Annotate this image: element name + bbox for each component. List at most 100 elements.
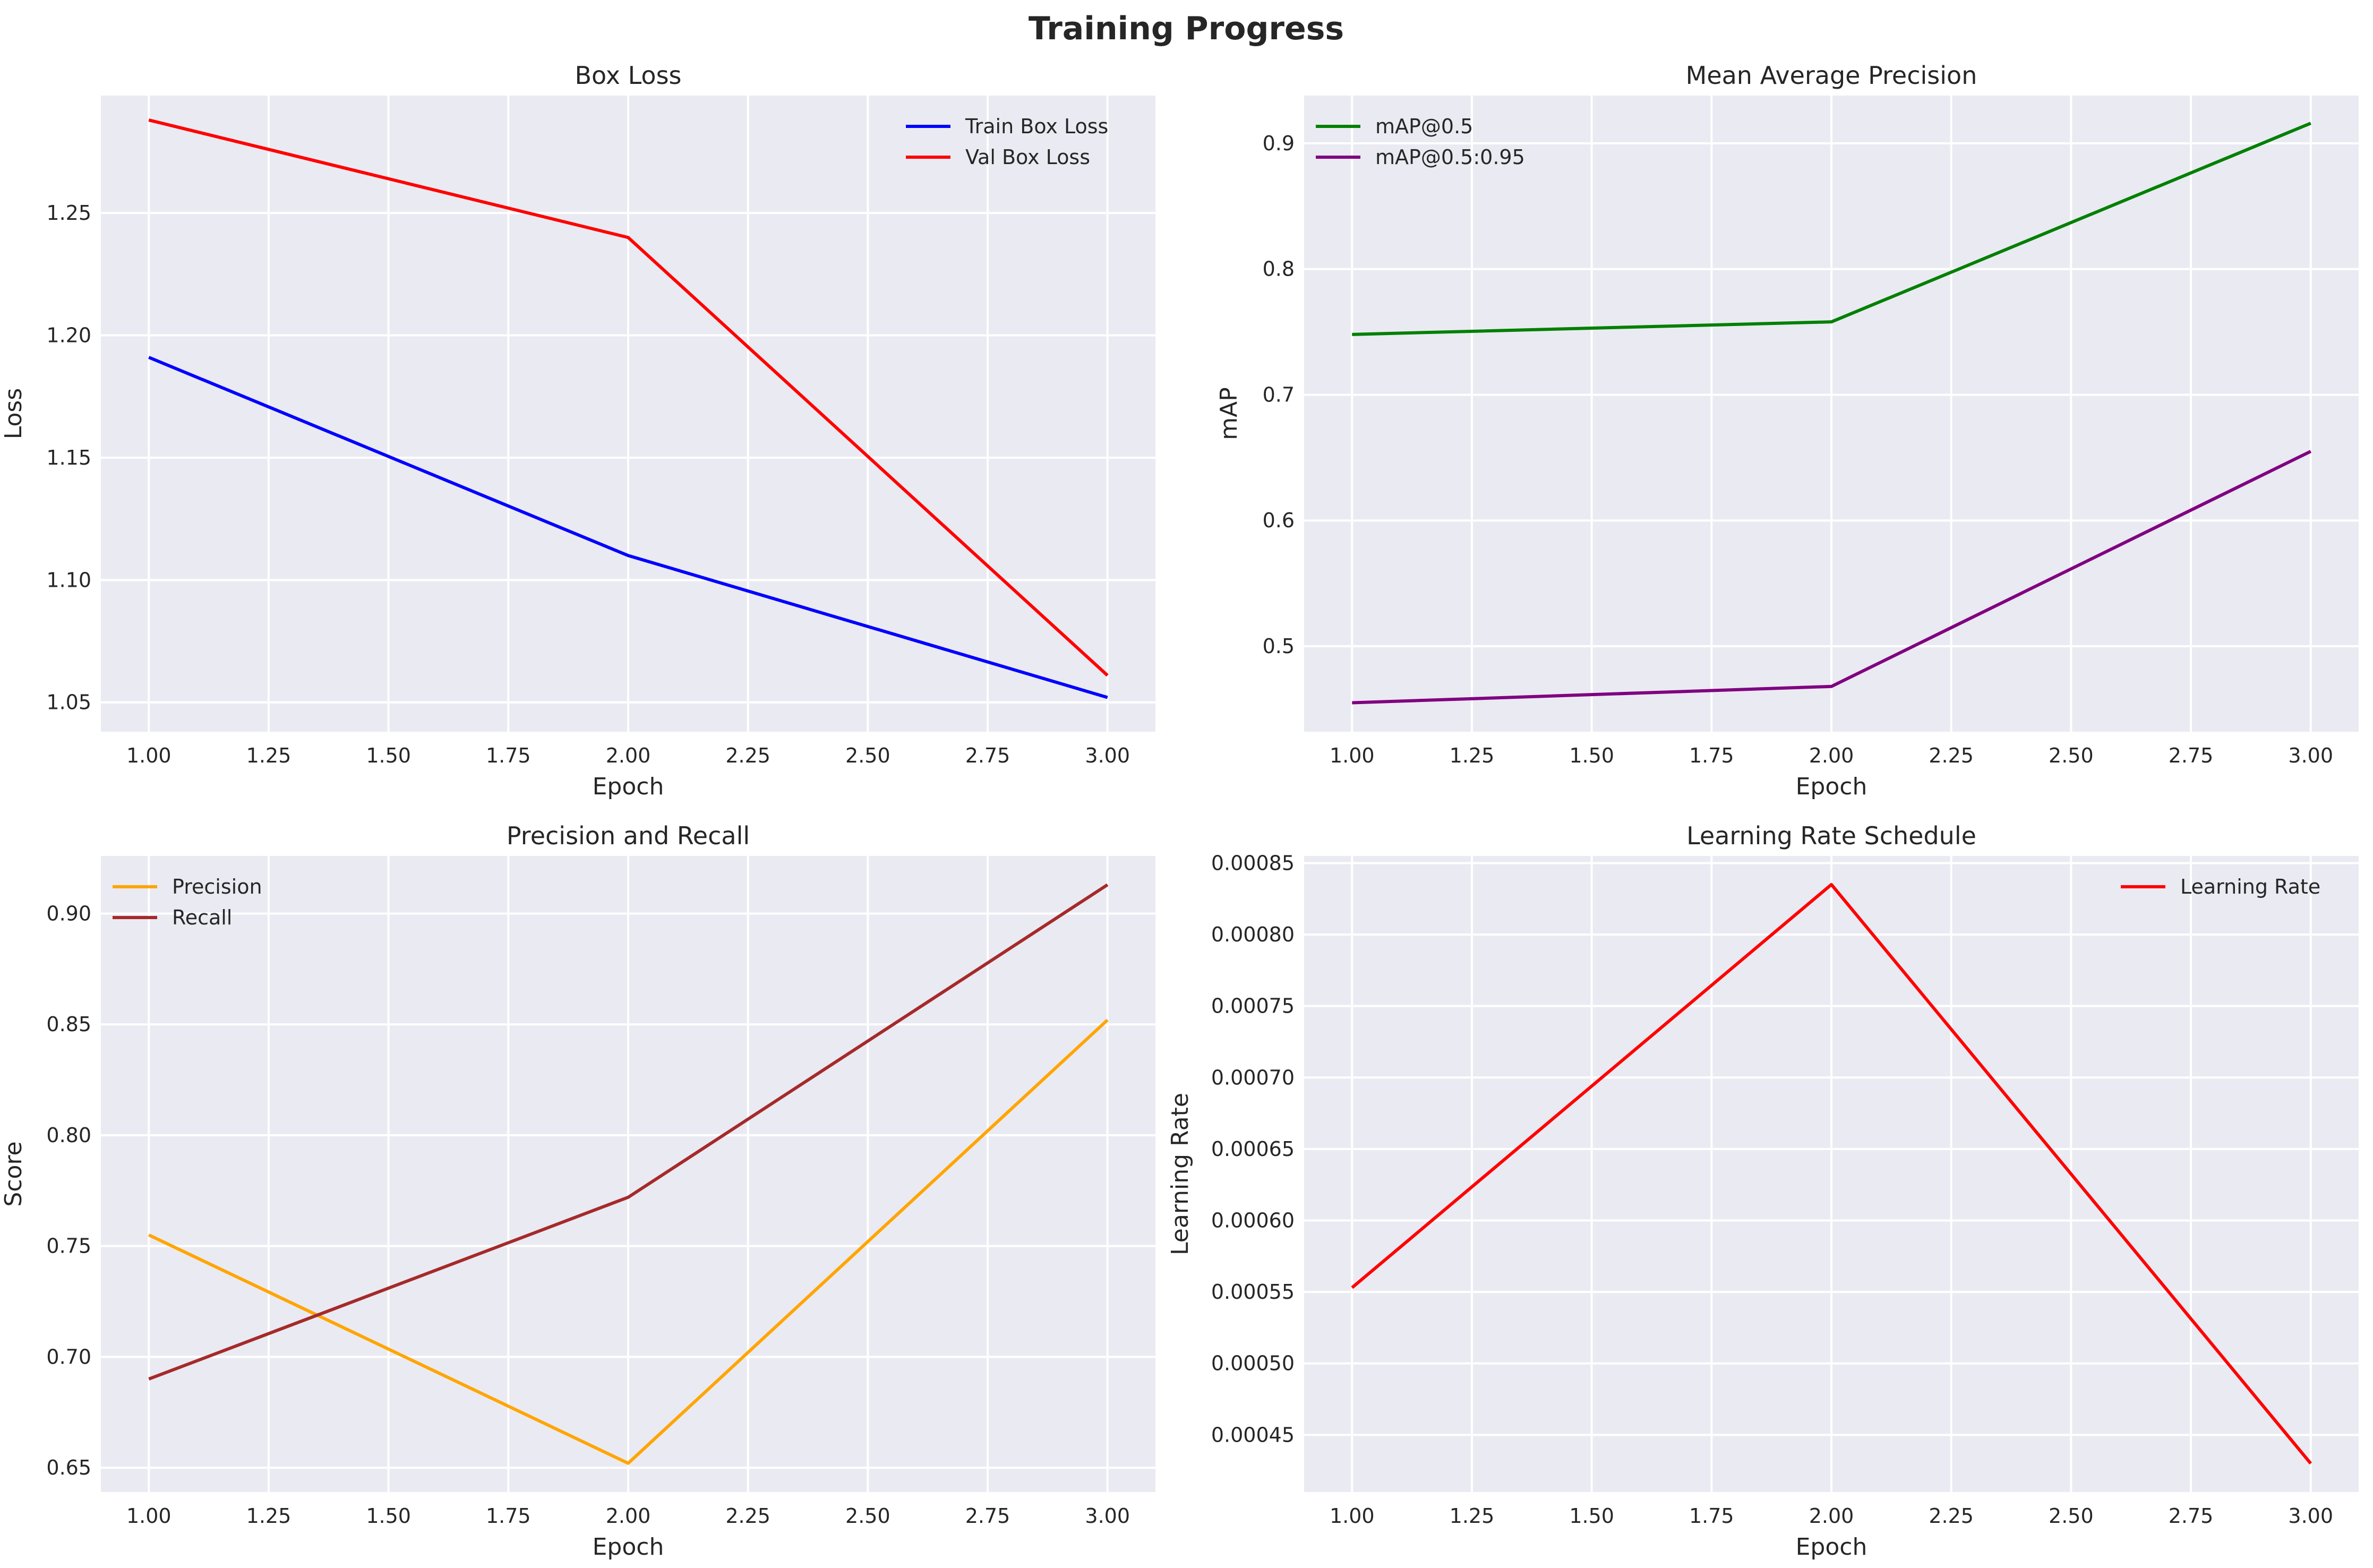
box-loss-legend-label-train-box-loss: Train Box Loss: [965, 115, 1108, 138]
learning-rate-title: Learning Rate Schedule: [1686, 821, 1976, 850]
precision-recall-series-recall-point: [147, 1377, 150, 1381]
map-legend: mAP@0.5 mAP@0.5:0.95: [1316, 115, 1525, 169]
precision-recall-series-precision-line: [148, 1018, 1109, 1465]
map-y-tick-label: 0.8: [1263, 258, 1295, 281]
precision-recall-y-tick-label: 0.65: [46, 1456, 91, 1479]
map-x-tick-label: 2.75: [2169, 744, 2214, 767]
box-loss-x-tick-label: 2.50: [845, 744, 890, 767]
precision-recall-legend: Precision Recall: [113, 875, 262, 929]
box-loss-x-tick-label: 2.00: [606, 744, 651, 767]
precision-recall-x-tick-label: 1.50: [366, 1504, 411, 1528]
learning-rate-y-axis-label: Learning Rate: [1167, 1093, 1194, 1255]
learning-rate-x-tick-label: 1.25: [1450, 1504, 1495, 1528]
precision-recall-x-tick-label: 1.75: [486, 1504, 531, 1528]
box-loss-legend: Train Box Loss Val Box Loss: [906, 115, 1108, 169]
subplots-container: 1.00 1.25 1.50 1.75 2.00 2.25 2.50 2.75 3.00 1.05…: [0, 61, 2359, 1561]
learning-rate-y-tick-label: 0.00085: [1211, 851, 1295, 875]
learning-rate-x-tick-label: 2.75: [2169, 1504, 2214, 1528]
learning-rate-y-tick-label: 0.00075: [1211, 995, 1295, 1018]
box-loss-y-tick-label: 1.10: [46, 568, 91, 592]
map-subplot: 1.00 1.25 1.50 1.75 2.00 2.25 2.50 2.75 3.00 0.5 0…: [1215, 61, 2359, 800]
box-loss-subplot: 1.00 1.25 1.50 1.75 2.00 2.25 2.50 2.75 3.00 1.05…: [0, 61, 1155, 800]
learning-rate-y-tick-label: 0.00055: [1211, 1280, 1295, 1304]
box-loss-x-tick-label: 3.00: [1085, 744, 1130, 767]
map-title: Mean Average Precision: [1686, 61, 1977, 90]
map-series-map-0-5-line: [1352, 122, 2311, 336]
box-loss-x-tick-label: 1.50: [366, 744, 411, 767]
learning-rate-series-learning-rate-point: [1830, 883, 1833, 886]
box-loss-y-tick-label: 1.15: [46, 446, 91, 469]
map-x-tick-label: 2.50: [2049, 744, 2094, 767]
box-loss-x-tick-label: 1.25: [246, 744, 292, 767]
learning-rate-x-tick-label: 2.25: [1929, 1504, 1974, 1528]
learning-rate-y-tick-label: 0.00045: [1211, 1423, 1295, 1446]
map-series-map-0-5-point: [1350, 333, 1353, 336]
precision-recall-series-precision-point: [627, 1462, 630, 1465]
learning-rate-series-learning-rate-line: [1351, 882, 2312, 1465]
map-legend-label-map-0-5: mAP@0.5: [1375, 115, 1473, 138]
figure-suptitle: Training Progress: [1029, 10, 1344, 47]
precision-recall-series-precision-point: [1106, 1018, 1109, 1022]
map-y-axis-label: mAP: [1215, 387, 1243, 440]
precision-recall-series-precision-point: [147, 1233, 150, 1237]
map-y-tick-label: 0.9: [1263, 132, 1295, 155]
box-loss-series-val-box-loss-point: [147, 118, 150, 122]
precision-recall-y-tick-label: 0.70: [46, 1345, 91, 1368]
box-loss-series-train-box-loss-point: [1106, 696, 1109, 699]
box-loss-legend-label-val-box-loss: Val Box Loss: [965, 145, 1090, 169]
box-loss-series-train-box-loss-point: [627, 554, 630, 557]
box-loss-x-axis-label: Epoch: [593, 773, 664, 800]
precision-recall-x-tick-label: 1.25: [246, 1504, 292, 1528]
precision-recall-x-tick-label: 3.00: [1085, 1504, 1130, 1528]
learning-rate-y-tick-label: 0.00060: [1211, 1209, 1295, 1232]
precision-recall-series-recall-point: [1106, 883, 1109, 886]
map-series-map-0-5-point: [2309, 122, 2312, 125]
box-loss-x-tick-label: 2.75: [965, 744, 1010, 767]
precision-recall-x-tick-label: 2.75: [965, 1504, 1010, 1528]
map-x-tick-label: 1.50: [1569, 744, 1614, 767]
box-loss-x-tick-label: 2.25: [725, 744, 770, 767]
box-loss-series-train-box-loss-point: [147, 356, 150, 359]
precision-recall-subplot: 1.00 1.25 1.50 1.75 2.00 2.25 2.50 2.75 3.00 0.65…: [0, 821, 1155, 1561]
map-series-map-0-5-0-95-point: [1830, 685, 1833, 688]
learning-rate-y-tick-label: 0.00050: [1211, 1352, 1295, 1375]
precision-recall-x-tick-label: 2.50: [845, 1504, 890, 1528]
learning-rate-x-tick-label: 1.50: [1569, 1504, 1614, 1528]
learning-rate-x-tick-label: 1.75: [1689, 1504, 1734, 1528]
map-x-tick-label: 2.00: [1809, 744, 1854, 767]
learning-rate-subplot: 1.00 1.25 1.50 1.75 2.00 2.25 2.50 2.75 3.00 0.00…: [1167, 821, 2359, 1561]
box-loss-y-tick-label: 1.05: [46, 691, 91, 714]
learning-rate-x-tick-label: 1.00: [1330, 1504, 1375, 1528]
map-x-tick-label: 2.25: [1929, 744, 1974, 767]
precision-recall-title: Precision and Recall: [507, 821, 750, 850]
learning-rate-y-tick-label: 0.00080: [1211, 923, 1295, 946]
precision-recall-series-recall-line: [148, 883, 1109, 1381]
map-x-tick-label: 1.25: [1450, 744, 1495, 767]
map-x-tick-label: 1.75: [1689, 744, 1734, 767]
learning-rate-series-learning-rate-point: [2309, 1462, 2312, 1465]
box-loss-series-val-box-loss-line: [148, 118, 1109, 677]
map-y-tick-label: 0.6: [1263, 509, 1295, 532]
box-loss-title: Box Loss: [575, 61, 681, 90]
box-loss-x-tick-label: 1.00: [126, 744, 172, 767]
learning-rate-series-learning-rate-point: [1350, 1286, 1353, 1289]
map-x-tick-label: 3.00: [2288, 744, 2333, 767]
precision-recall-x-tick-label: 2.25: [725, 1504, 770, 1528]
map-series-map-0-5-0-95-point: [1350, 701, 1353, 705]
map-series-map-0-5-0-95-point: [2309, 450, 2312, 453]
learning-rate-x-axis-label: Epoch: [1796, 1533, 1867, 1561]
map-series-map-0-5-point: [1830, 320, 1833, 323]
precision-recall-legend-label-recall: Recall: [172, 906, 232, 929]
learning-rate-legend-label-learning-rate: Learning Rate: [2180, 875, 2320, 898]
map-series-map-0-5-0-95-line: [1352, 450, 2312, 705]
precision-recall-y-axis-label: Score: [0, 1141, 27, 1206]
learning-rate-x-tick-label: 2.00: [1809, 1504, 1854, 1528]
box-loss-series-val-box-loss-point: [1106, 674, 1109, 677]
learning-rate-legend: Learning Rate: [2121, 875, 2320, 898]
box-loss-x-tick-label: 1.75: [486, 744, 531, 767]
learning-rate-x-tick-label: 3.00: [2288, 1504, 2333, 1528]
box-loss-y-axis-label: Loss: [0, 388, 27, 440]
map-legend-label-map-0-5-0-95: mAP@0.5:0.95: [1375, 145, 1525, 169]
precision-recall-x-axis-label: Epoch: [593, 1533, 664, 1561]
